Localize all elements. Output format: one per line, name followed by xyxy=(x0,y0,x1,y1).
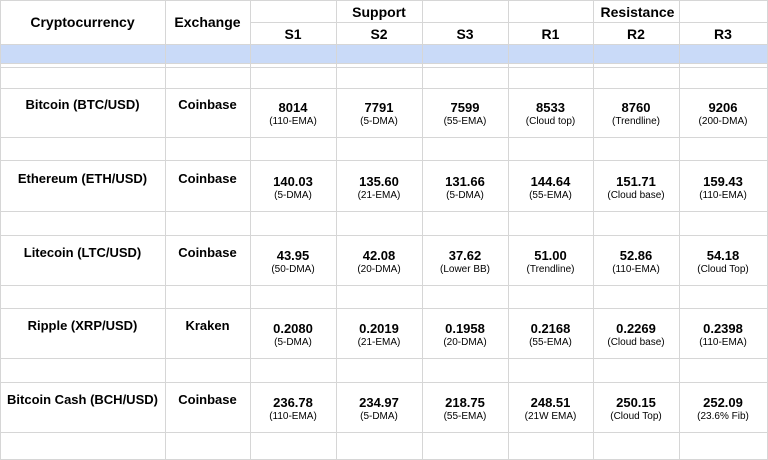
level-note: (20-DMA) xyxy=(443,337,487,348)
level-note: (23.6% Fib) xyxy=(697,411,749,422)
level-note: (5-DMA) xyxy=(274,190,312,201)
level-note: (5-DMA) xyxy=(360,116,398,127)
level-value: 52.86 xyxy=(619,248,653,263)
level-value: 151.71 xyxy=(616,174,656,189)
level-note: (110-EMA) xyxy=(269,116,317,127)
level-note: (Cloud base) xyxy=(607,337,665,348)
level-note: (50-DMA) xyxy=(271,264,315,275)
level-note: (Cloud Top) xyxy=(610,411,662,422)
level-note: (21-EMA) xyxy=(357,190,401,201)
level-note: (110-EMA) xyxy=(612,264,660,275)
level-value: 0.1958 xyxy=(445,321,485,336)
level-value: 8014 xyxy=(278,100,308,115)
header-s2: S2 xyxy=(370,25,388,42)
crypto-name: Bitcoin Cash (BCH/USD) xyxy=(7,391,158,407)
crypto-name: Ethereum (ETH/USD) xyxy=(17,170,148,186)
level-value: 218.75 xyxy=(445,395,485,410)
level-value: 131.66 xyxy=(445,174,485,189)
header-s3: S3 xyxy=(456,25,474,42)
level-note: (20-DMA) xyxy=(357,264,401,275)
level-value: 37.62 xyxy=(448,248,482,263)
level-value: 250.15 xyxy=(616,395,656,410)
level-value: 0.2019 xyxy=(359,321,399,336)
level-value: 159.43 xyxy=(703,174,743,189)
header-resistance: Resistance xyxy=(600,4,675,20)
level-note: (110-EMA) xyxy=(699,337,747,348)
level-value: 0.2080 xyxy=(273,321,313,336)
level-value: 252.09 xyxy=(703,395,743,410)
level-value: 42.08 xyxy=(362,248,396,263)
level-note: (Cloud base) xyxy=(607,190,665,201)
level-note: (21W EMA) xyxy=(524,411,577,422)
header-band xyxy=(0,44,768,63)
exchange-name: Coinbase xyxy=(178,244,237,260)
header-r1: R1 xyxy=(541,25,560,42)
level-value: 43.95 xyxy=(276,248,310,263)
level-value: 7791 xyxy=(364,100,394,115)
level-value: 234.97 xyxy=(359,395,399,410)
exchange-name: Kraken xyxy=(185,317,230,333)
level-value: 9206 xyxy=(708,100,738,115)
level-note: (5-DMA) xyxy=(274,337,312,348)
level-note: (Cloud Top) xyxy=(697,264,749,275)
level-value: 0.2168 xyxy=(530,321,571,336)
level-value: 144.64 xyxy=(530,174,571,189)
exchange-name: Coinbase xyxy=(178,170,237,186)
header-r2: R2 xyxy=(627,25,645,42)
level-value: 0.2269 xyxy=(616,321,656,336)
level-value: 8760 xyxy=(621,100,651,115)
crypto-name: Litecoin (LTC/USD) xyxy=(23,244,142,260)
header-cryptocurrency: Cryptocurrency xyxy=(30,14,135,30)
level-value: 248.51 xyxy=(530,395,571,410)
header-r3: R3 xyxy=(714,25,732,42)
exchange-name: Coinbase xyxy=(178,96,237,112)
level-note: (110-EMA) xyxy=(699,190,747,201)
level-value: 236.78 xyxy=(273,395,313,410)
level-value: 8533 xyxy=(536,100,565,115)
level-note: (5-DMA) xyxy=(360,411,398,422)
level-note: (Lower BB) xyxy=(439,264,490,275)
level-note: (Trendline) xyxy=(612,116,660,127)
level-note: (200-DMA) xyxy=(698,116,748,127)
level-note: (5-DMA) xyxy=(446,190,484,201)
crypto-name: Bitcoin (BTC/USD) xyxy=(25,96,140,112)
level-value: 140.03 xyxy=(273,174,313,189)
level-value: 54.18 xyxy=(706,248,740,263)
level-note: (110-EMA) xyxy=(269,411,317,422)
header-s1: S1 xyxy=(284,25,302,42)
level-value: 51.00 xyxy=(534,248,567,263)
level-note: (55-EMA) xyxy=(443,411,487,422)
level-value: 135.60 xyxy=(359,174,399,189)
level-note: (Cloud top) xyxy=(525,116,576,127)
level-note: (21-EMA) xyxy=(357,337,401,348)
exchange-name: Coinbase xyxy=(178,391,237,407)
header-exchange: Exchange xyxy=(174,14,241,30)
level-note: (55-EMA) xyxy=(529,337,572,348)
crypto-name: Ripple (XRP/USD) xyxy=(27,317,138,333)
header-support: Support xyxy=(352,4,406,20)
level-note: (55-EMA) xyxy=(443,116,487,127)
level-note: (55-EMA) xyxy=(529,190,572,201)
level-value: 7599 xyxy=(450,100,480,115)
level-value: 0.2398 xyxy=(703,321,743,336)
level-note: (Trendline) xyxy=(526,264,575,275)
